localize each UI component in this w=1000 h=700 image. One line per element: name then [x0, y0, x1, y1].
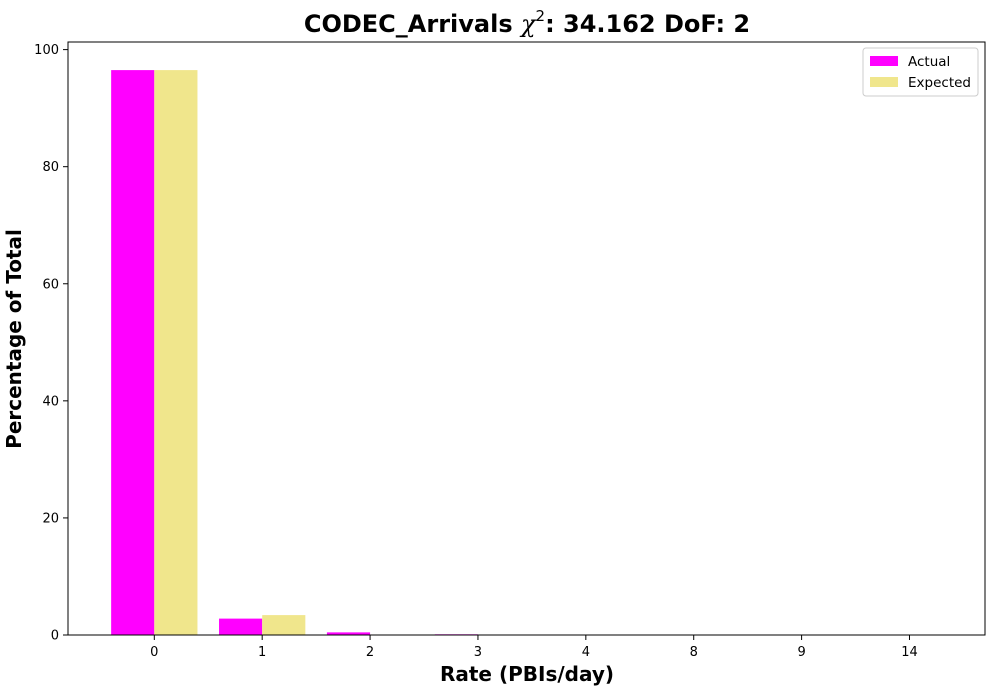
y-tick-label: 100	[34, 43, 59, 58]
bar-expected-1	[262, 615, 306, 635]
ticks-group: 0 20 40 60 80 100 0 1 2 3 4 8 9 14	[34, 43, 918, 660]
bar-expected-0	[154, 70, 198, 636]
legend-label-expected: Expected	[908, 75, 971, 91]
bar-actual-0	[111, 70, 155, 636]
x-tick-label: 4	[582, 645, 590, 660]
legend-label-actual: Actual	[908, 54, 950, 70]
plot-frame	[67, 41, 986, 636]
y-tick-label: 0	[51, 629, 59, 644]
x-tick-label: 2	[366, 645, 374, 660]
legend-swatch-expected	[870, 77, 898, 87]
bars-group	[111, 70, 910, 636]
chart-title-prefix: CODEC_Arrivals	[304, 10, 521, 38]
x-tick-label: 1	[258, 645, 266, 660]
x-axis-title: Rate (PBIs/day)	[440, 662, 614, 686]
y-tick-label: 40	[42, 394, 59, 409]
x-tick-label: 0	[150, 645, 158, 660]
chart-title-suffix: : 34.162 DoF: 2	[545, 10, 750, 38]
chart-title-superscript: 2	[536, 7, 546, 25]
x-tick-label: 8	[690, 645, 698, 660]
x-tick-label: 3	[474, 645, 482, 660]
legend: Actual Expected	[862, 47, 979, 97]
y-axis-title: Percentage of Total	[2, 229, 26, 449]
x-tick-label: 9	[797, 645, 805, 660]
bar-actual-2	[326, 632, 371, 635]
bar-actual-1	[219, 618, 263, 635]
y-tick-label: 80	[42, 160, 59, 175]
y-tick-label: 20	[42, 511, 59, 526]
chart-title-chi: χ	[519, 10, 537, 38]
x-tick-label: 14	[901, 645, 918, 660]
y-tick-label: 60	[42, 277, 59, 292]
legend-swatch-actual	[870, 56, 898, 66]
chart-title: CODEC_Arrivals χ2: 34.162 DoF: 2	[304, 7, 750, 38]
